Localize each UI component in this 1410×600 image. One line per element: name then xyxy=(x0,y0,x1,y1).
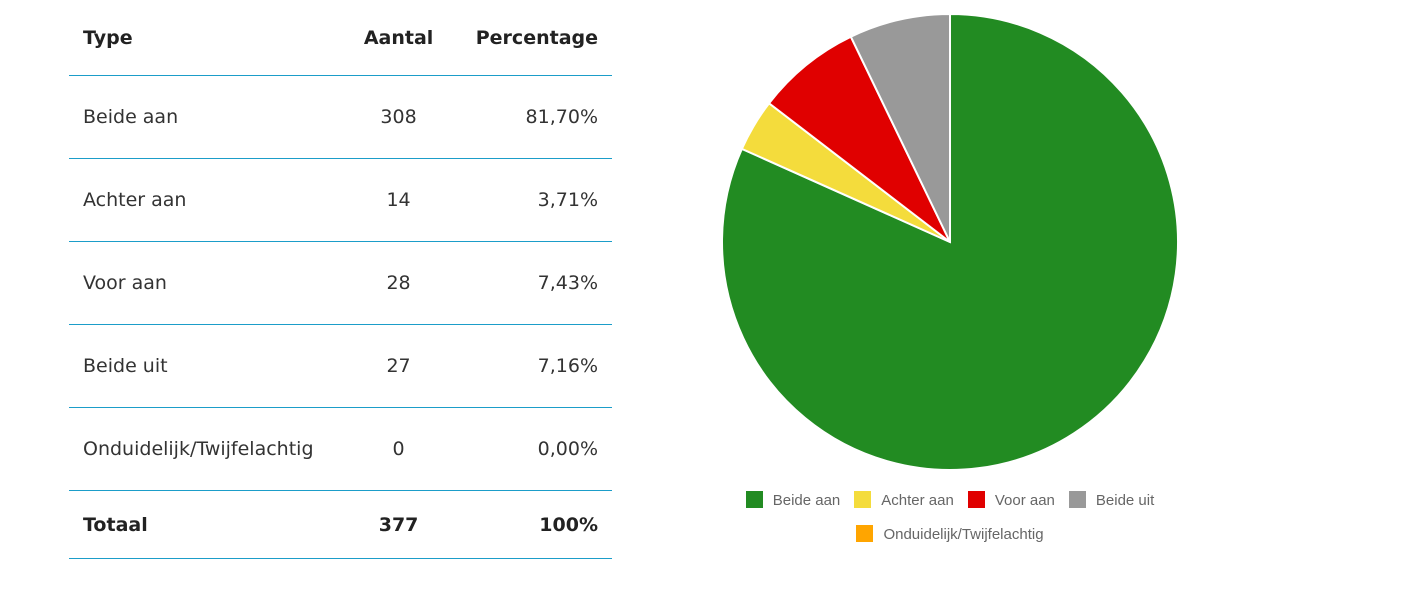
legend-label: Achter aan xyxy=(881,492,954,509)
legend-item[interactable]: Achter aan xyxy=(854,484,954,518)
table-row: Voor aan 28 7,43% xyxy=(69,241,612,325)
cell-pct: 7,43% xyxy=(450,241,612,325)
table-row: Beide uit 27 7,16% xyxy=(69,324,612,408)
cell-count: 28 xyxy=(346,241,451,325)
table-header-row: Type Aantal Percentage xyxy=(69,0,612,76)
header-type: Type xyxy=(69,0,347,76)
pie-slice-voor-aan[interactable] xyxy=(767,35,951,243)
pie-chart xyxy=(721,12,1179,471)
legend-label: Beide uit xyxy=(1095,492,1155,509)
cell-pct: 7,16% xyxy=(450,324,612,408)
cell-pct: 81,70% xyxy=(450,75,612,159)
legend-item[interactable]: Beide aan xyxy=(745,484,841,518)
legend-swatch xyxy=(856,525,874,542)
table-row: Achter aan 14 3,71% xyxy=(69,158,612,242)
total-pct: 100% xyxy=(450,490,612,559)
cell-count: 27 xyxy=(346,324,451,408)
legend-swatch xyxy=(854,491,872,508)
cell-pct: 3,71% xyxy=(450,158,612,242)
total-label: Totaal xyxy=(69,490,347,559)
cell-count: 14 xyxy=(346,158,451,242)
cell-type: Onduidelijk/Twijfelachtig xyxy=(69,407,347,491)
header-aantal: Aantal xyxy=(346,0,451,76)
legend-label: Voor aan xyxy=(994,492,1055,509)
cell-type: Achter aan xyxy=(69,158,347,242)
legend-swatch xyxy=(745,491,763,508)
cell-type: Beide aan xyxy=(69,75,347,159)
total-count: 377 xyxy=(346,490,451,559)
legend-swatch xyxy=(1068,491,1086,508)
total-row: Totaal 377 100% xyxy=(69,490,612,559)
cell-count: 308 xyxy=(346,75,451,159)
cell-type: Voor aan xyxy=(69,241,347,325)
table-row: Beide aan 308 81,70% xyxy=(69,75,612,159)
cell-pct: 0,00% xyxy=(450,407,612,491)
legend-item[interactable]: Voor aan xyxy=(967,484,1055,518)
legend-item[interactable]: Onduidelijk/Twijfelachtig xyxy=(856,518,1044,552)
legend-item[interactable]: Beide uit xyxy=(1068,484,1155,518)
legend-label: Beide aan xyxy=(772,492,841,509)
pie-slice-beide-uit[interactable] xyxy=(849,12,951,243)
legend-swatch xyxy=(967,491,985,508)
header-percentage: Percentage xyxy=(450,0,612,76)
table-row: Onduidelijk/Twijfelachtig 0 0,00% xyxy=(69,407,612,491)
legend: Beide aan Achter aan Voor aan Beide uit Ondu… xyxy=(700,484,1200,552)
legend-label: Onduidelijk/Twijfelachtig xyxy=(883,526,1044,543)
cell-count: 0 xyxy=(346,407,451,491)
cell-type: Beide uit xyxy=(69,324,347,408)
stats-table: Type Aantal Percentage Beide aan 308 81,70… xyxy=(69,0,612,559)
